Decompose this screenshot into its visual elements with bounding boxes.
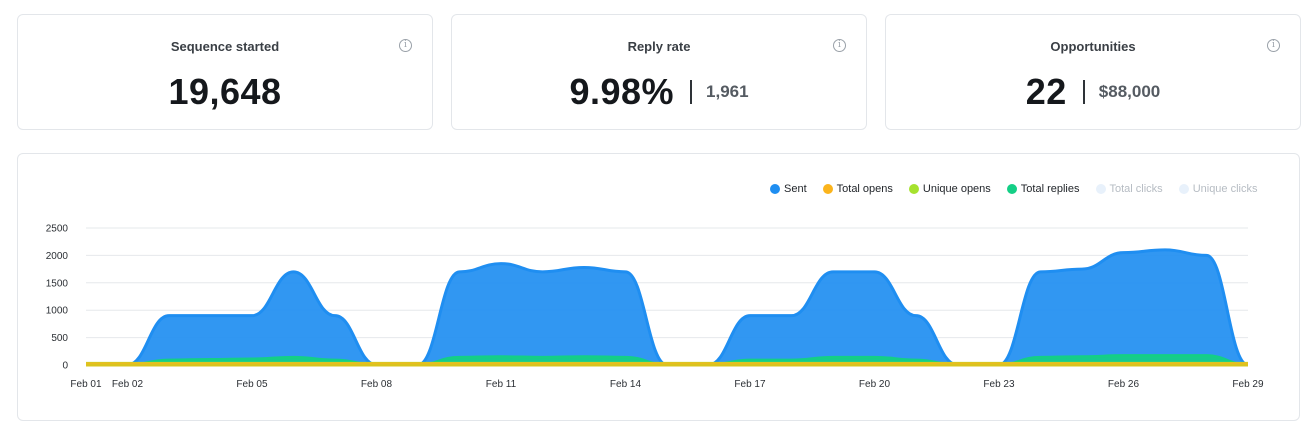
x-tick-label: Feb 08 [361,379,393,390]
stat-title: Sequence started [170,39,280,54]
legend-dot [1095,184,1106,194]
stat-separator [1082,80,1085,104]
x-tick-label: Feb 05 [236,379,268,390]
y-tick-label: 1500 [46,278,69,289]
stat-separator [690,80,693,104]
x-tick-label: Feb 14 [610,379,642,390]
stat-values: 19,648 [18,71,432,113]
x-tick-label: Feb 26 [1108,379,1140,390]
stat-title: Opportunities [1050,39,1136,54]
stat-values: 9.98% 1,961 [452,71,866,113]
y-tick-label: 500 [51,333,68,344]
legend-item-total-opens[interactable]: Total opens [822,183,893,195]
legend-label: Unique opens [922,183,991,195]
series-area-sent [86,249,1248,365]
info-icon[interactable]: i [833,39,846,52]
legend-dot [822,184,833,194]
legend-item-total-clicks[interactable]: Total clicks [1095,183,1163,195]
x-tick-label: Feb 29 [1232,379,1264,390]
info-icon[interactable]: i [1267,39,1280,52]
stat-card-opportunities: Opportunities i 22 $88,000 [885,14,1301,130]
y-tick-label: 1000 [46,306,69,317]
legend-label: Total opens [836,183,893,195]
legend-item-unique-opens[interactable]: Unique opens [908,183,991,195]
legend-dot [1178,184,1189,194]
x-tick-label: Feb 11 [486,379,517,390]
y-tick-label: 2000 [46,251,69,262]
y-tick-label: 2500 [46,224,69,235]
legend-item-unique-clicks[interactable]: Unique clicks [1178,183,1258,195]
stat-values: 22 $88,000 [886,71,1300,113]
legend-label: Unique clicks [1192,183,1258,195]
legend-item-sent[interactable]: Sent [770,183,807,195]
x-tick-label: Feb 17 [734,379,766,390]
stat-card-sequence-started: Sequence started i 19,648 [17,14,433,130]
stat-sub-value: $88,000 [1098,82,1161,101]
legend-label: Sent [784,183,807,195]
stat-value: 22 [1025,71,1067,112]
x-tick-label: Feb 01 [70,379,102,390]
info-icon[interactable]: i [399,39,412,52]
x-tick-label: Feb 23 [983,379,1015,390]
legend-item-total-replies[interactable]: Total replies [1006,183,1080,195]
stat-title: Reply rate [627,39,691,54]
stat-card-reply-rate: Reply rate i 9.98% 1,961 [451,14,867,130]
legend-label: Total clicks [1109,183,1163,195]
chart-legend: Sent Total opens Unique opens Total repl… [770,182,1274,196]
legend-label: Total replies [1020,183,1080,195]
legend-dot [908,184,919,194]
stat-sub-value: 1,961 [706,82,749,101]
stat-value: 19,648 [168,71,282,112]
x-tick-label: Feb 02 [112,379,144,390]
legend-dot [1006,184,1017,194]
y-tick-label: 0 [62,361,68,372]
legend-dot [770,184,780,194]
stat-value: 9.98% [569,71,675,112]
x-tick-label: Feb 20 [859,379,891,390]
